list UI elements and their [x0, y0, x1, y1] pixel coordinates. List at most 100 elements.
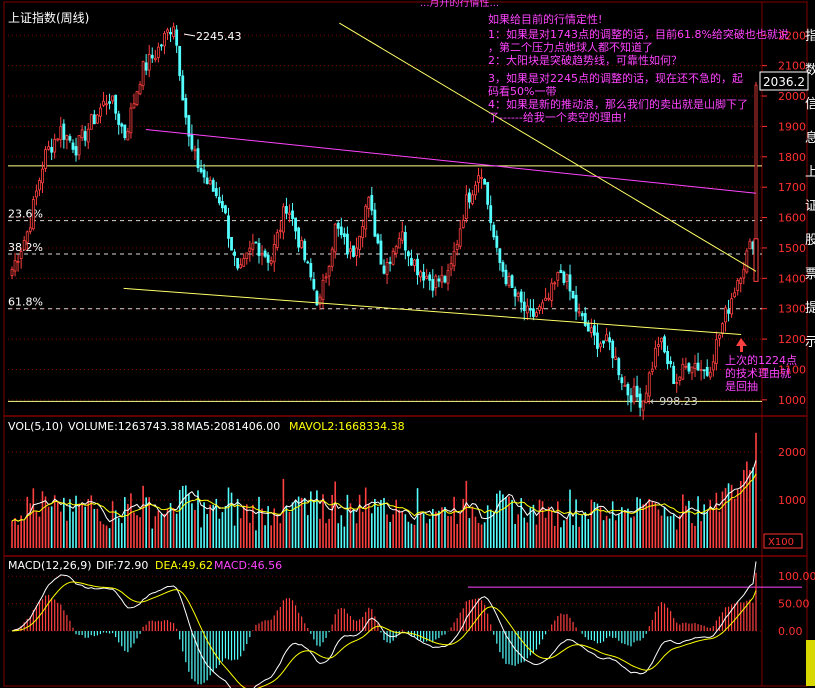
annotation-line: 3，如果是对2245点的调整的话，现在还不急的，起 [488, 71, 743, 85]
candle-body [437, 278, 441, 282]
vol-bar [624, 510, 626, 548]
price-tick-label: 1000 [778, 394, 806, 407]
vol-bar [682, 494, 684, 548]
candle-body [89, 114, 93, 130]
macd-tick-label: 0.00 [778, 625, 803, 638]
candle-body [403, 232, 407, 251]
price-grid [8, 34, 762, 402]
candle-body [385, 262, 389, 275]
candle-body [434, 275, 438, 289]
vol-unit-box [763, 533, 803, 549]
candle-body [254, 241, 258, 244]
candle-body [577, 311, 581, 314]
candle-body [467, 192, 471, 203]
candle-body [318, 296, 322, 305]
candle-body [364, 205, 368, 230]
vol-bar [401, 512, 404, 548]
candle-body [580, 313, 584, 317]
candle-body [532, 308, 535, 317]
price-labels: 2245.43 ←998.23 2036.2 [183, 30, 809, 408]
vol-bar [477, 523, 480, 548]
vol-bar [212, 504, 215, 548]
candle-body [547, 297, 551, 300]
candle-body [111, 95, 115, 102]
vol-bar [410, 523, 413, 548]
annotation-line: 码看50%一带 [488, 84, 556, 98]
candle-body [702, 369, 706, 372]
vol-bar [727, 483, 730, 548]
price-tick-label: 1100 [778, 363, 806, 376]
vol-bar [245, 504, 248, 548]
candle-body [617, 358, 621, 376]
price-tick-label: 1400 [778, 272, 806, 285]
vol-bar [743, 469, 745, 548]
candle-body [455, 243, 459, 250]
vol-bar [367, 503, 370, 548]
candle-body [647, 372, 651, 397]
vol-bar [108, 528, 111, 548]
price-axis-ticks: 1000 1100 1200 1300 1400 1500 1600 1700 1800 1900… [762, 29, 806, 407]
candle-body [44, 149, 47, 169]
candle-body [281, 206, 285, 233]
candle-body [599, 343, 602, 348]
candle-body [355, 247, 358, 257]
candle-body [522, 301, 526, 312]
candle-body [324, 276, 328, 279]
candle-body [138, 84, 142, 95]
vol-bar [267, 506, 269, 548]
vol-bar [450, 516, 452, 548]
candle-body [745, 250, 749, 273]
vol-bar [557, 501, 559, 548]
vol-bar [703, 504, 705, 548]
vol-bar [276, 513, 279, 548]
vol-bar [17, 524, 19, 548]
candle-body [724, 307, 727, 323]
candle-body [132, 103, 136, 109]
candle-body [440, 274, 444, 283]
candle-body [504, 269, 508, 285]
candle-body [208, 179, 212, 185]
candle-body [714, 339, 718, 364]
candle-body [59, 126, 63, 141]
candle-body [528, 308, 532, 311]
vol-bar [502, 494, 504, 548]
vol-bar [581, 514, 583, 548]
edge-label: 提 [805, 300, 815, 316]
vol-volume-value: VOLUME:1263743.38 [68, 420, 184, 433]
candle-body [592, 325, 596, 336]
candle-body [422, 272, 426, 281]
vol-bar [377, 506, 379, 548]
candle-body [297, 227, 301, 248]
macd-dif-value: DIF:72.90 [96, 559, 148, 572]
vol-bar [560, 527, 562, 548]
vol-bar [157, 510, 160, 548]
macd-dea-line [11, 581, 757, 688]
vol-bar [398, 509, 401, 548]
candle-body [181, 75, 185, 101]
note-line: 的技术理由就 [725, 366, 791, 380]
vol-bar [230, 492, 233, 548]
vol-bar [645, 502, 648, 548]
vol-bar [66, 520, 68, 548]
candle-body [727, 309, 730, 314]
vol-bar [11, 520, 13, 548]
vol-bar [404, 514, 407, 548]
vol-bar [602, 520, 605, 548]
trendline [339, 22, 757, 272]
vol-bar [316, 490, 318, 548]
annotations: 上证指数(周线) ...月升的行情性... 如果给目前的行情定性!1：如果是对174… [8, 0, 797, 393]
vol-bar [672, 514, 675, 548]
vol-bar [133, 512, 135, 548]
candle-body [224, 205, 227, 214]
candle-body [22, 240, 26, 251]
vol-bar [249, 522, 251, 548]
vol-bar [288, 511, 291, 548]
candle-body [571, 291, 575, 299]
candle-body [236, 257, 240, 269]
vol-mavol2-value: MAVOL2:1668334.38 [289, 420, 405, 433]
vol-bar [252, 504, 254, 548]
vol-bar [130, 493, 132, 548]
annotation-line: 2：大阳块是突破趋势线，可靠性如何？ [488, 53, 682, 67]
edge-yellow-block [806, 640, 815, 686]
candle-body [342, 233, 346, 238]
